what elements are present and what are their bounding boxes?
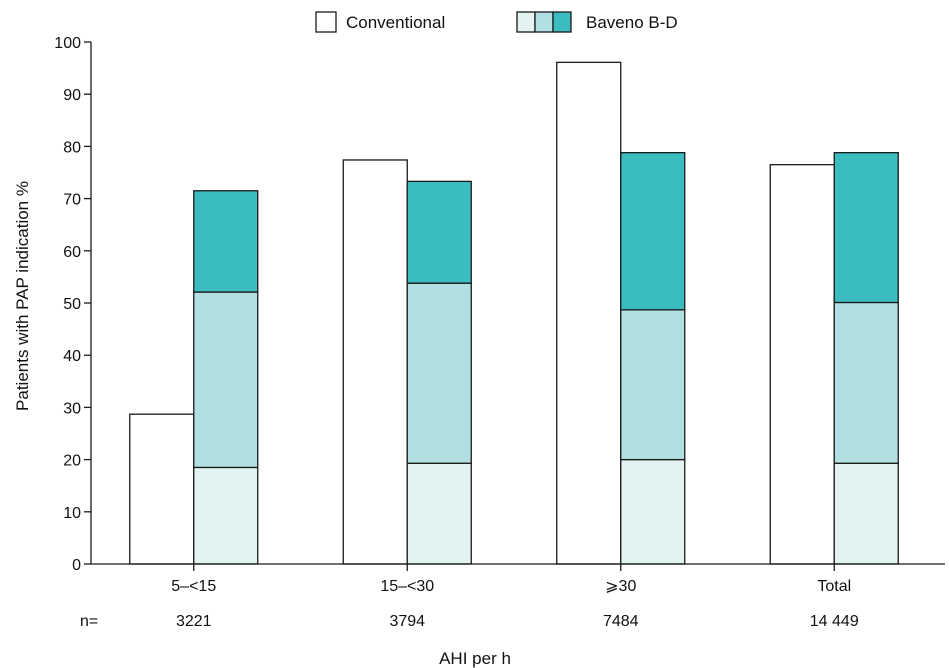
bar-baveno-segment [833, 152, 899, 304]
y-tick-label: 0 [72, 557, 81, 574]
legend-swatch-conventional [315, 11, 337, 33]
bar-baveno-segment [193, 291, 259, 469]
legend-swatch-baveno-c [534, 11, 554, 33]
y-tick-label: 70 [63, 192, 81, 209]
y-tick-label: 80 [63, 139, 81, 156]
y-tick-label: 40 [63, 348, 81, 365]
legend-swatch-baveno-d [552, 11, 572, 33]
y-axis: 0 10 20 30 40 50 60 70 80 90 100 [54, 35, 92, 574]
n-value-label: 3221 [176, 613, 212, 630]
y-tick-label: 50 [63, 296, 81, 313]
y-tick-label: 20 [63, 453, 81, 470]
bar-conventional [129, 413, 195, 565]
x-axis-title: AHI per h [439, 649, 511, 668]
bar-baveno-segment [406, 282, 472, 464]
x-tick-label: 15–<30 [380, 578, 434, 595]
x-tick-label: 5–<15 [171, 578, 216, 595]
bar-baveno-segment [620, 309, 686, 461]
n-value-label: 3794 [389, 613, 425, 630]
legend: Conventional Baveno B-D [315, 11, 678, 33]
y-axis-title: Patients with PAP indication % [13, 181, 32, 411]
x-tick-label: Total [817, 578, 851, 595]
bar-baveno-segment [193, 466, 259, 565]
bar-baveno-segment [406, 462, 472, 565]
bar-conventional [342, 159, 408, 565]
n-value-label: 7484 [603, 613, 639, 630]
bar-baveno-segment [833, 301, 899, 464]
bar-baveno-segment [620, 458, 686, 565]
bar-conventional [556, 61, 622, 565]
bar-conventional [769, 164, 835, 565]
y-tick-label: 30 [63, 400, 81, 417]
legend-swatch-baveno-b [516, 11, 536, 33]
bar-baveno-segment [833, 462, 899, 565]
bar-baveno-segment [193, 190, 259, 293]
x-tick-label: ⩾30 [605, 578, 636, 595]
n-value-label: 14 449 [810, 613, 859, 630]
y-tick-label: 100 [54, 35, 81, 52]
y-tick-label: 60 [63, 244, 81, 261]
y-tick-label: 90 [63, 87, 81, 104]
legend-label-conventional: Conventional [346, 13, 445, 32]
bars [129, 61, 899, 565]
x-axis: 5–<15 3221 15–<30 3794 ⩾30 7484 Total 14 449 [91, 563, 945, 630]
n-label: n= [80, 613, 98, 630]
bar-baveno-segment [620, 152, 686, 311]
bar-baveno-segment [406, 180, 472, 284]
y-tick-label: 10 [63, 505, 81, 522]
legend-label-baveno: Baveno B-D [586, 13, 678, 32]
